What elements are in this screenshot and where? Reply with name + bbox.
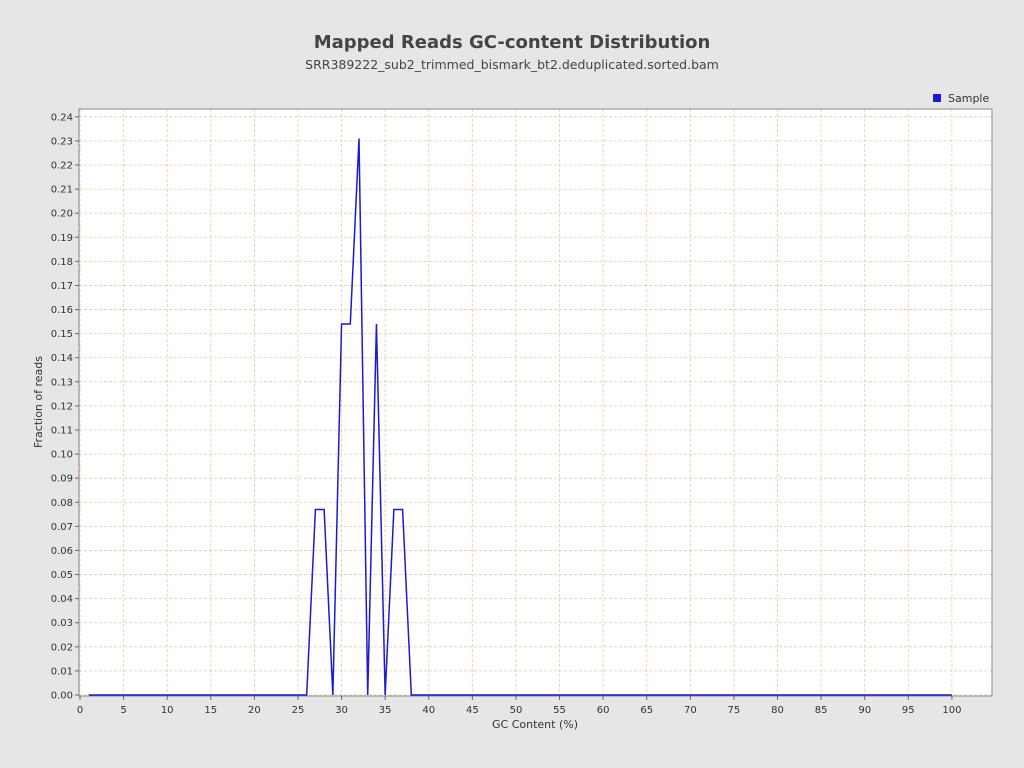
x-tick-label: 60 [597, 705, 610, 716]
legend-label-sample: Sample [948, 92, 989, 105]
y-tick-label: 0.00 [51, 691, 73, 702]
chart-title: Mapped Reads GC-content Distribution [314, 32, 711, 53]
y-tick-label: 0.17 [51, 281, 73, 292]
legend-swatch-sample [933, 94, 941, 102]
x-tick-label: 10 [161, 705, 174, 716]
legend: Sample [933, 92, 989, 105]
x-tick-label: 40 [422, 705, 435, 716]
x-tick-label: 35 [379, 705, 392, 716]
y-tick-label: 0.12 [51, 401, 73, 412]
y-tick-label: 0.15 [51, 329, 73, 340]
x-tick-label: 50 [510, 705, 523, 716]
chart-subtitle: SRR389222_sub2_trimmed_bismark_bt2.dedup… [305, 57, 719, 72]
x-tick-label: 65 [640, 705, 653, 716]
y-tick-label: 0.10 [51, 450, 73, 461]
y-tick-label: 0.03 [51, 618, 73, 629]
y-tick-label: 0.16 [51, 305, 73, 316]
y-tick-label: 0.11 [51, 426, 73, 437]
y-axis: 0.00 0.01 0.02 0.03 0.04 0.05 0.06 0.07 0.08 0.09… [51, 112, 79, 702]
x-tick-label: 5 [120, 705, 126, 716]
x-tick-label: 85 [815, 705, 828, 716]
y-tick-label: 0.13 [51, 377, 73, 388]
y-tick-label: 0.05 [51, 570, 73, 581]
x-tick-label: 45 [466, 705, 479, 716]
y-tick-label: 0.19 [51, 233, 73, 244]
y-tick-label: 0.01 [51, 666, 73, 677]
y-tick-label: 0.02 [51, 642, 73, 653]
y-tick-label: 0.23 [51, 136, 73, 147]
series-line-sample [88, 138, 952, 696]
x-tick-label: 90 [858, 705, 871, 716]
plot-border [78, 108, 993, 697]
y-tick-label: 0.09 [51, 474, 73, 485]
x-tick-label: 70 [684, 705, 697, 716]
plot-area [79, 109, 992, 696]
x-tick-label: 55 [553, 705, 566, 716]
x-tick-label: 100 [942, 705, 961, 716]
x-tick-label: 15 [204, 705, 217, 716]
series-layer [88, 138, 952, 696]
y-tick-label: 0.14 [51, 353, 73, 364]
y-tick-label: 0.22 [51, 161, 73, 172]
y-tick-label: 0.21 [51, 185, 73, 196]
x-axis: 0 5 10 15 20 25 30 35 40 45 50 55 60 65 70 75 80 85 90 95 10… [77, 696, 961, 716]
y-tick-label: 0.20 [51, 209, 73, 220]
y-tick-label: 0.06 [51, 546, 73, 557]
x-tick-label: 95 [902, 705, 915, 716]
x-axis-label: GC Content (%) [492, 718, 578, 731]
x-tick-label: 20 [248, 705, 261, 716]
y-tick-label: 0.04 [51, 594, 73, 605]
x-tick-label: 0 [77, 705, 83, 716]
grid-lines [79, 109, 992, 696]
y-tick-label: 0.07 [51, 522, 73, 533]
x-tick-label: 25 [292, 705, 305, 716]
x-tick-label: 80 [771, 705, 784, 716]
y-tick-label: 0.24 [51, 112, 73, 123]
y-tick-label: 0.18 [51, 257, 73, 268]
y-axis-label: Fraction of reads [32, 356, 45, 448]
x-tick-label: 30 [335, 705, 348, 716]
y-tick-label: 0.08 [51, 498, 73, 509]
x-tick-label: 75 [728, 705, 741, 716]
